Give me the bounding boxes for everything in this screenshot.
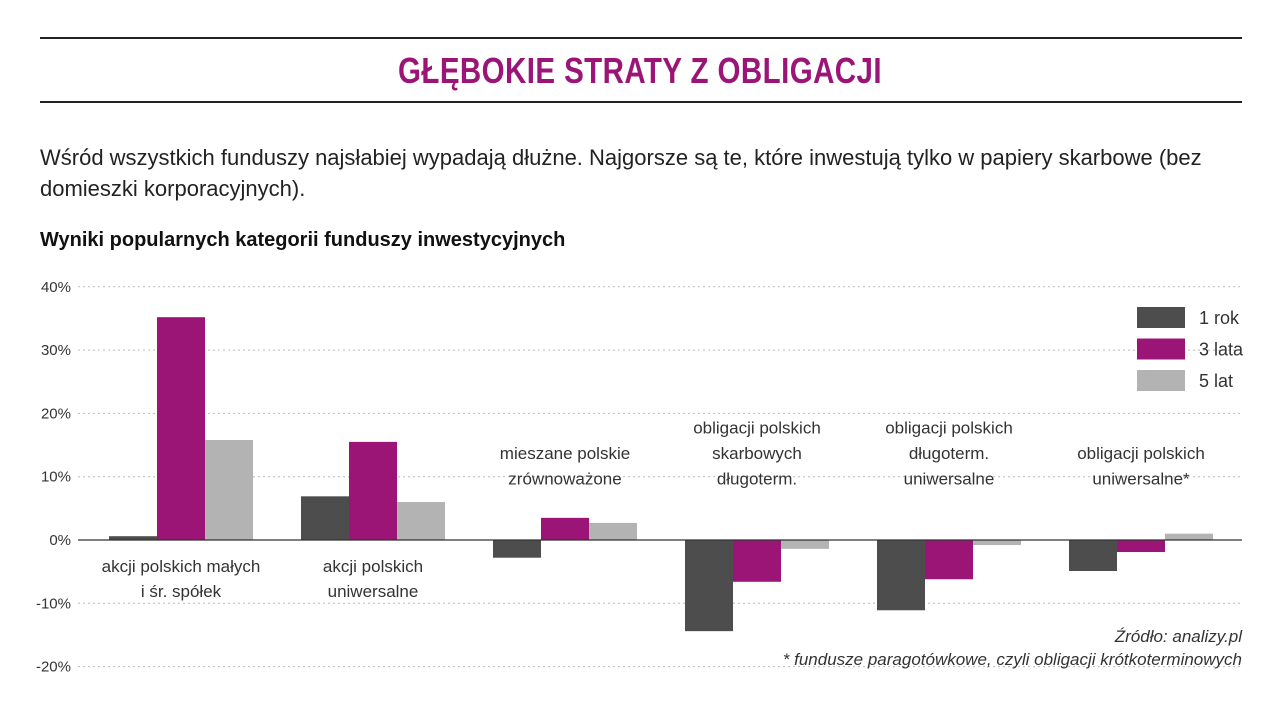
category-label: uniwersalne* — [1092, 470, 1190, 489]
category-label: obligacji polskich — [693, 419, 821, 438]
subtitle: Wśród wszystkich funduszy najsłabiej wyp… — [40, 145, 1202, 201]
bar-5-lat — [205, 439, 253, 540]
bar-1-rok — [493, 540, 541, 558]
category-label: zrównoważone — [508, 470, 621, 489]
page-title: GŁĘBOKIE STRATY Z OBLIGACJI — [398, 50, 882, 91]
legend-label: 1 rok — [1199, 308, 1240, 328]
bar-1-rok — [1069, 540, 1117, 572]
y-tick-label: -10% — [36, 595, 71, 612]
category-label: długoterm. — [909, 444, 989, 463]
category-label: i śr. spółek — [141, 582, 222, 601]
category-label: uniwersalne — [904, 470, 995, 489]
bar-5-lat — [781, 540, 829, 549]
y-tick-label: 20% — [41, 405, 71, 422]
y-tick-label: 0% — [49, 532, 71, 549]
category-label: obligacji polskich — [1077, 444, 1205, 463]
category-label: uniwersalne — [328, 582, 419, 601]
bar-1-rok — [109, 536, 157, 540]
category-label: obligacji polskich — [885, 419, 1013, 438]
y-tick-label: 30% — [41, 342, 71, 359]
y-tick-label: -20% — [36, 659, 71, 676]
bar-3-lata — [541, 517, 589, 540]
title-rule — [40, 101, 1242, 103]
legend-swatch — [1137, 307, 1185, 328]
bar-5-lat — [973, 540, 1021, 546]
footnote: * fundusze paragotówkowe, czyli obligacj… — [782, 650, 1242, 669]
bar-3-lata — [925, 540, 973, 580]
bar-3-lata — [349, 441, 397, 540]
y-tick-label: 10% — [41, 469, 71, 486]
category-label: mieszane polskie — [500, 444, 630, 463]
bar-3-lata — [157, 317, 205, 540]
bar-1-rok — [685, 540, 733, 632]
bar-3-lata — [733, 540, 781, 582]
y-tick-label: 40% — [41, 279, 71, 296]
bar-5-lat — [1165, 533, 1213, 540]
chart-title: Wyniki popularnych kategorii funduszy in… — [40, 229, 566, 251]
bar-1-rok — [877, 540, 925, 611]
category-label: skarbowych — [712, 444, 802, 463]
legend-label: 3 lata — [1199, 340, 1244, 360]
category-label: akcji polskich małych — [102, 557, 261, 576]
legend-label: 5 lat — [1199, 371, 1233, 391]
bar-1-rok — [301, 496, 349, 540]
top-rule — [40, 37, 1242, 39]
legend-swatch — [1137, 338, 1185, 360]
legend-swatch — [1137, 370, 1185, 391]
bar-5-lat — [589, 522, 637, 540]
source-note: Źródło: analizy.pl — [1114, 627, 1242, 646]
category-label: akcji polskich — [323, 557, 423, 576]
category-label: długoterm. — [717, 470, 797, 489]
bar-5-lat — [397, 502, 445, 540]
bar-3-lata — [1117, 540, 1165, 553]
